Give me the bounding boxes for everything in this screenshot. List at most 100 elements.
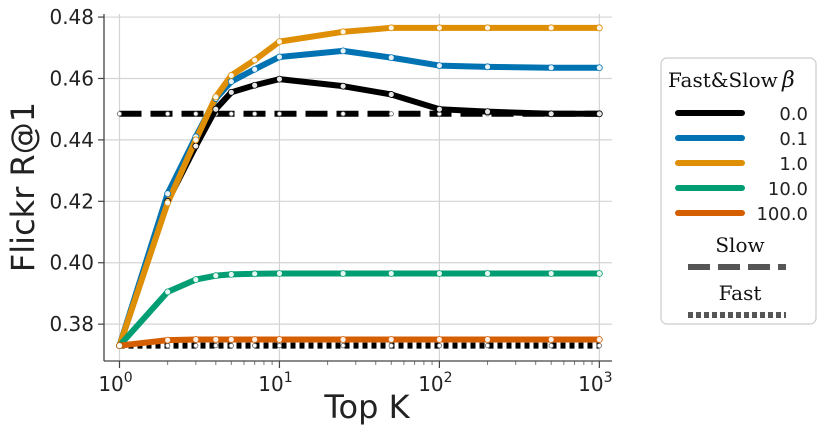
data-point — [276, 336, 283, 343]
legend-title: Fast&Slow — [668, 68, 778, 92]
data-point — [164, 190, 172, 198]
data-point — [339, 82, 347, 90]
legend-label-10.0: 10.0 — [768, 179, 808, 200]
data-point — [164, 336, 172, 344]
series-lines — [116, 24, 603, 350]
data-point — [547, 336, 555, 343]
y-tick-label: 0.40 — [49, 251, 94, 275]
data-point — [276, 270, 283, 277]
data-point — [164, 288, 172, 296]
reference-point-fast — [484, 343, 491, 349]
y-tick-label: 0.46 — [49, 66, 94, 90]
data-point — [339, 270, 347, 277]
legend-label-fast: Fast — [719, 281, 762, 305]
x-tick-label: 100 — [98, 370, 132, 396]
data-point — [164, 199, 172, 207]
data-point — [484, 24, 491, 32]
reference-point-fast — [276, 343, 283, 349]
data-point — [435, 24, 443, 32]
series-line-0.0 — [116, 76, 603, 349]
reference-point-fast — [548, 343, 554, 349]
reference-point-slow — [388, 111, 394, 117]
data-point — [251, 65, 259, 73]
reference-point-fast — [436, 343, 442, 349]
tick-labels: 0.38 0.40 0.42 0.44 0.46 0.48 100 101 102 103 — [49, 5, 612, 396]
data-point — [484, 108, 491, 116]
data-point — [192, 142, 200, 150]
data-point — [192, 336, 200, 343]
data-point — [387, 336, 395, 343]
data-point — [116, 342, 123, 350]
data-point — [387, 24, 395, 32]
data-point — [339, 28, 347, 36]
y-tick-label: 0.48 — [49, 5, 94, 29]
legend-title-symbol: β — [781, 68, 795, 93]
data-point — [387, 54, 395, 62]
legend-label-0.0: 0.0 — [779, 104, 808, 125]
data-point — [547, 270, 555, 277]
data-point — [595, 24, 603, 32]
data-point — [435, 270, 443, 277]
data-point — [484, 270, 491, 277]
axes — [98, 14, 612, 368]
series-line-0.1 — [116, 47, 603, 349]
data-point — [251, 336, 259, 343]
grid-lines — [104, 14, 612, 361]
x-tick-label: 103 — [578, 370, 612, 396]
data-point — [484, 336, 491, 343]
data-point — [276, 75, 283, 83]
reference-point-slow — [252, 111, 258, 117]
data-point — [435, 336, 443, 343]
data-point — [212, 272, 220, 280]
y-tick-label: 0.42 — [49, 189, 94, 213]
reference-point-fast — [340, 343, 346, 349]
y-tick-label: 0.44 — [49, 128, 94, 152]
reference-point-slow — [165, 111, 171, 117]
data-point — [251, 56, 259, 64]
data-point — [192, 136, 200, 144]
reference-point-fast — [193, 343, 199, 349]
data-point — [339, 336, 347, 343]
data-point — [435, 105, 443, 113]
legend-label-0.1: 0.1 — [779, 129, 808, 150]
reference-point-slow — [193, 111, 199, 117]
series-line-10.0 — [116, 270, 603, 349]
legend-label-100.0: 100.0 — [756, 204, 808, 225]
reference-point-fast — [213, 343, 219, 349]
series-line-1.0 — [116, 24, 603, 349]
data-point — [387, 270, 395, 277]
data-point — [435, 62, 443, 69]
y-axis-label: Flickr R@1 — [4, 102, 42, 272]
reference-point-slow — [276, 111, 283, 117]
reference-point-slow — [228, 111, 234, 117]
reference-point-fast — [252, 343, 258, 349]
reference-point-fast — [228, 343, 234, 349]
reference-point-fast — [388, 343, 394, 349]
legend-label-1.0: 1.0 — [779, 154, 808, 175]
data-point — [251, 270, 259, 278]
legend-label-slow: Slow — [715, 233, 764, 257]
data-point — [595, 110, 603, 118]
data-point — [547, 110, 555, 118]
data-point — [276, 53, 283, 61]
data-point — [227, 271, 235, 278]
data-point — [595, 270, 603, 277]
x-axis-label: Top K — [323, 388, 410, 426]
data-point — [484, 63, 491, 71]
reference-point-slow — [116, 111, 123, 117]
x-tick-label: 102 — [418, 370, 452, 396]
reference-point-fast — [165, 343, 171, 349]
data-point — [276, 38, 283, 46]
data-point — [251, 81, 259, 89]
data-point — [595, 64, 603, 72]
data-point — [547, 24, 555, 32]
legend: Fast&Slow β 0.0 0.1 1.0 10.0 100.0 Slow Fast — [660, 57, 817, 325]
data-point — [212, 336, 220, 343]
reference-point-slow — [340, 111, 346, 117]
data-point — [595, 336, 603, 343]
reference-point-fast — [596, 343, 602, 349]
data-point — [227, 336, 235, 343]
data-point — [192, 276, 200, 284]
reference-lines — [116, 110, 602, 349]
